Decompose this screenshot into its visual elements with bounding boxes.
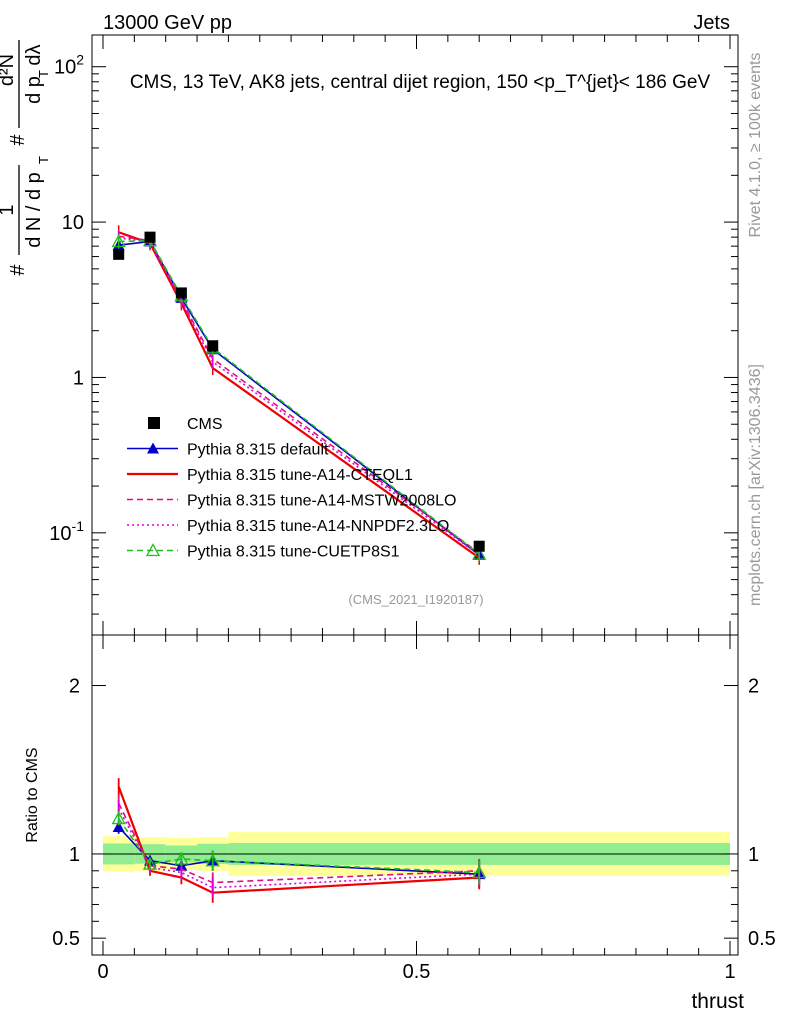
x-tick-label: 0.5 [403,961,431,983]
legend-series-1-label: Pythia 8.315 default [187,442,329,459]
header-right: Jets [693,12,730,34]
ratio-axis-ticks: 0.5 0.5 1 1 2 2 0 0.5 1 [52,635,776,983]
ratio-y-tick-label-right: 2 [748,676,759,698]
main-y-axis-label-part: dλ [23,44,45,65]
main-y-axis-label-part: d N / d p [23,172,45,248]
main-axis-ticks: 10-1 1 10 102 [49,35,738,635]
legend: CMS Pythia 8.315 default Pythia 8.315 tune… [127,416,456,561]
cms-data-point [144,231,156,243]
main-y-axis-label-part: # [7,134,29,146]
legend-series-5-marker [145,543,161,557]
ratio-y-tick-label-left: 2 [69,676,80,698]
legend-series-2-label: Pythia 8.315 tune-A14-CTEQL1 [187,467,413,484]
ratio-y-tick-label-left: 0.5 [52,928,80,950]
ratio-y-tick-label-right: 1 [748,844,759,866]
legend-series-1-marker [147,442,159,454]
legend-cms-marker [148,417,160,429]
series-5-ratio-marker [142,856,158,870]
ratio-y-tick-label-left: 1 [69,844,80,866]
x-tick-label: 0 [97,961,108,983]
ratio-plot-frame [91,634,739,956]
main-y-tick-label: 1 [73,367,84,389]
series-5-main-marker [111,234,126,248]
analysis-watermark: (CMS_2021_I1920187) [348,592,483,607]
series-5-ratio-marker [174,851,189,865]
ratio-series-layer [111,778,487,903]
main-y-tick-label: 10 [62,212,84,234]
cms-data-point [113,248,125,260]
mcplots-credit-label: mcplots.cern.ch [arXiv:1306.3436] [747,364,764,606]
series-5-main-marker [472,546,487,560]
main-y-tick-label: 102 [54,52,84,79]
main-series-layer [111,225,487,565]
legend-series-4-label: Pythia 8.315 tune-A14-NNPDF2.3LO [187,518,449,535]
legend-cms-label: CMS [187,416,223,433]
legend-series-5-label: Pythia 8.315 tune-CUETP8S1 [187,544,400,561]
cms-data-points [113,231,485,552]
series-1-ratio-marker [112,821,125,832]
cms-data-point [207,340,219,352]
main-y-axis-label-part: # [7,264,29,276]
main-y-axis-label-part: T [36,156,51,164]
main-y-axis-label-part: d²N [0,54,18,86]
cms-data-point [175,287,187,299]
ratio-y-axis-label: Ratio to CMS [24,747,41,842]
main-y-axis-label-part: T [36,70,51,78]
rivet-version-label: Rivet 4.1.0, ≥ 100k events [747,53,764,238]
chart-title: CMS, 13 TeV, AK8 jets, central dijet reg… [130,72,711,93]
x-tick-label: 1 [724,961,735,983]
main-y-tick-label: 10-1 [49,518,84,545]
main-y-axis-label-part: d p [23,76,45,104]
header-left: 13000 GeV pp [103,12,232,34]
legend-series-3-label: Pythia 8.315 tune-A14-MSTW2008LO [187,493,456,510]
series-3-main-line [118,235,480,554]
x-axis-label: thrust [691,990,744,1013]
ratio-y-tick-label-right: 0.5 [748,928,776,950]
series-5-ratio-marker [472,865,487,879]
main-y-axis-label-part: 1 [0,204,18,215]
series-5-ratio-marker [111,811,126,825]
series-5-ratio-marker [205,853,220,867]
cms-data-point [473,540,485,552]
